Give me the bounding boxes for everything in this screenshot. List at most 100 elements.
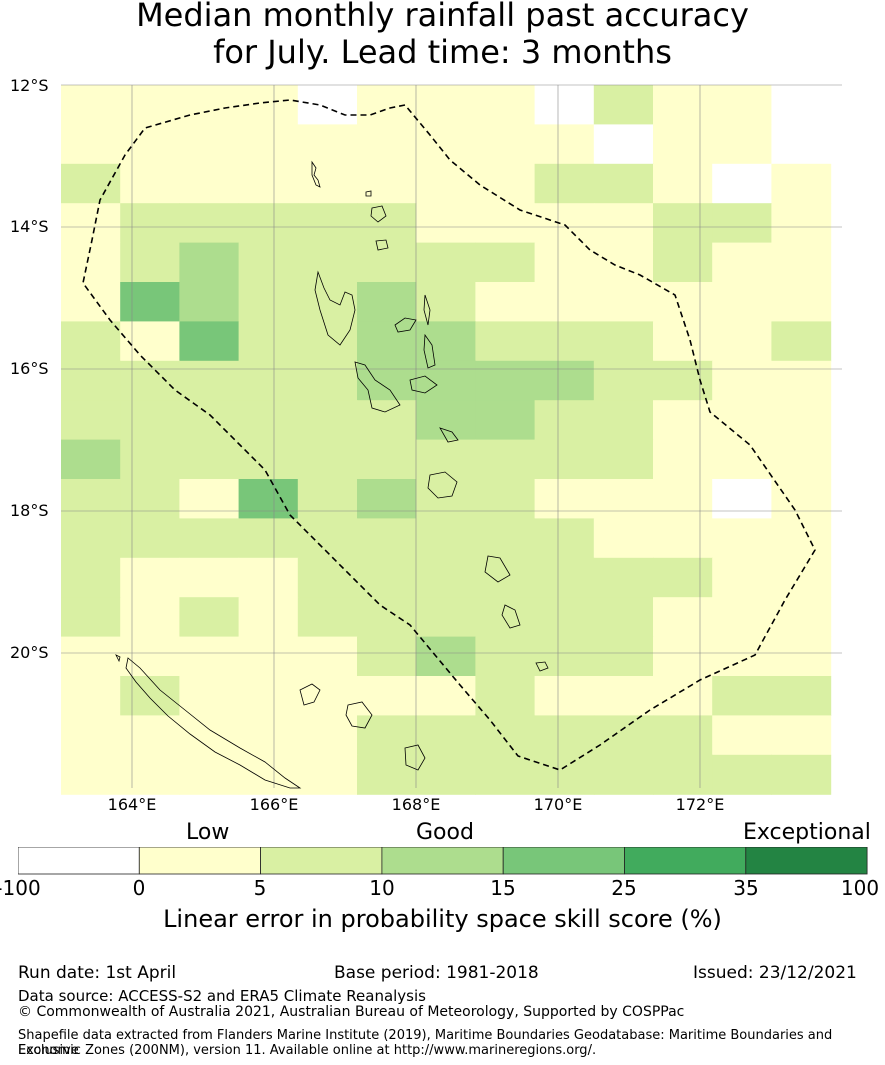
grid-cell	[593, 203, 654, 244]
grid-cell	[712, 597, 772, 638]
grid-cell	[534, 282, 595, 322]
grid-cell	[120, 124, 180, 165]
loyalty-island-1	[299, 683, 321, 706]
shapefile-credit-line1: Shapefile data extracted from Flanders M…	[18, 1028, 833, 1058]
legend-category-low: Low	[186, 820, 230, 845]
espiritu-santo-island	[314, 270, 356, 346]
grid-cell	[771, 518, 832, 559]
colorbar-title: Linear error in probability space skill …	[163, 905, 722, 933]
grid-cell	[475, 518, 536, 559]
grid-cell	[771, 400, 832, 441]
grid-cell	[771, 203, 832, 244]
lat-label-12s: 12°S	[10, 76, 49, 95]
colorbar-tick: 35	[733, 876, 759, 900]
grid-cell	[297, 400, 358, 441]
grid-cell	[297, 124, 358, 165]
grid-cell	[416, 124, 476, 165]
grid-cell	[357, 557, 417, 598]
erromango-island	[484, 555, 511, 583]
grid-cell	[771, 636, 832, 677]
grid-cell	[534, 124, 595, 165]
grid-cell	[712, 754, 772, 795]
grid-cell	[297, 282, 358, 322]
grid-cell	[534, 360, 595, 401]
grid-cell	[179, 321, 240, 362]
colorbar	[18, 847, 868, 875]
grid-cell	[61, 242, 121, 283]
copyright: © Commonwealth of Australia 2021, Austra…	[18, 1004, 685, 1020]
grid-cell	[416, 360, 476, 401]
grid-cell	[238, 597, 299, 638]
grid-cell	[534, 163, 595, 204]
grid-cell	[297, 479, 358, 519]
grid-cell	[593, 439, 654, 480]
grid-cell	[653, 203, 713, 244]
grid-cell	[297, 676, 358, 716]
lon-label-172e: 172°E	[675, 795, 725, 814]
grid-cell	[534, 518, 595, 559]
grid-cell	[61, 360, 121, 401]
grid-cell	[179, 242, 240, 283]
tanna-island	[501, 604, 521, 629]
grid-cell	[61, 282, 121, 322]
malekula-island	[354, 361, 401, 413]
grid-cell	[120, 400, 180, 441]
grid-cell	[593, 518, 654, 559]
grid-cell	[593, 715, 654, 756]
grid-cell	[771, 321, 832, 362]
grid-cell	[534, 479, 595, 519]
grid-cell	[179, 439, 240, 480]
colorbar-segment	[18, 847, 140, 875]
legend-category-exceptional: Exceptional	[743, 820, 871, 845]
grid-cell	[297, 715, 358, 756]
grid-cell	[593, 479, 654, 519]
grid-cell	[771, 754, 832, 795]
pentecost-island	[423, 333, 436, 369]
grid-cell	[61, 715, 121, 756]
lon-label-170e: 170°E	[533, 795, 583, 814]
grid-cell	[120, 754, 180, 795]
grid-cell	[771, 715, 832, 756]
grid-cell	[712, 636, 772, 677]
grid-cell	[179, 479, 240, 519]
grid-cell	[712, 203, 772, 244]
grid-cell	[179, 163, 240, 204]
lon-label-164e: 164°E	[107, 795, 157, 814]
grid-cell	[297, 360, 358, 401]
grid-cell	[475, 479, 536, 519]
grid-cell	[653, 321, 713, 362]
grid-cell	[771, 85, 832, 125]
grid-cell	[238, 124, 299, 165]
grid-cell	[593, 321, 654, 362]
grid-cell	[593, 85, 654, 125]
loyalty-island-2	[345, 701, 373, 729]
grid-cell	[593, 242, 654, 283]
grid-cell	[712, 85, 772, 125]
colorbar-tick: 15	[490, 876, 516, 900]
maewo-island	[423, 294, 431, 326]
grid-cell	[534, 203, 595, 244]
grid-cell	[416, 439, 476, 480]
grid-cell	[712, 557, 772, 598]
grid-cell	[61, 557, 121, 598]
grid-cell	[653, 439, 713, 480]
colorbar-tick: 10	[369, 876, 395, 900]
grid-cell	[297, 557, 358, 598]
grid-cell	[712, 282, 772, 322]
grid-cell	[475, 439, 536, 480]
grid-cell	[593, 124, 654, 165]
colorbar-tick: 100	[840, 876, 880, 900]
island-coastlines	[115, 160, 549, 789]
grid-cell	[653, 360, 713, 401]
grid-cell	[61, 400, 121, 441]
grid-cell	[238, 439, 299, 480]
grid-cell	[416, 557, 476, 598]
grid-cell	[653, 163, 713, 204]
grid-cell	[297, 85, 358, 125]
grid-cell	[593, 282, 654, 322]
colorbar-segment	[502, 847, 625, 875]
grid-cell	[179, 715, 240, 756]
grid-cell	[61, 636, 121, 677]
epi-island	[439, 427, 459, 443]
grid-cell	[120, 85, 180, 125]
